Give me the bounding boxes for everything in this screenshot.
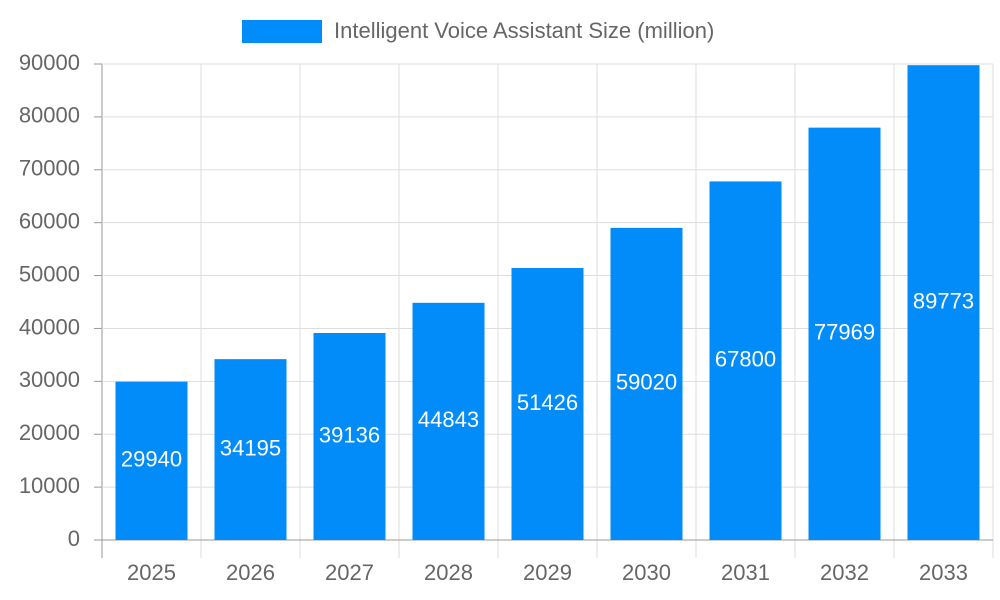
bar: [709, 181, 782, 540]
data-label: 29940: [121, 447, 182, 472]
legend-label: Intelligent Voice Assistant Size (millio…: [334, 18, 714, 43]
data-label: 67800: [715, 347, 776, 372]
data-label: 44843: [418, 407, 479, 432]
data-label: 51426: [517, 390, 578, 415]
data-label: 34195: [220, 435, 281, 460]
data-label: 89773: [913, 288, 974, 313]
x-tick-label: 2027: [325, 560, 374, 585]
data-label: 59020: [616, 370, 677, 395]
bar: [115, 381, 188, 540]
x-tick-label: 2025: [127, 560, 176, 585]
bar: [610, 227, 683, 540]
x-tick-label: 2026: [226, 560, 275, 585]
x-tick-label: 2033: [919, 560, 968, 585]
x-tick-label: 2028: [424, 560, 473, 585]
bar: [313, 333, 386, 540]
bar: [907, 65, 980, 541]
y-tick-label: 30000: [19, 367, 80, 392]
y-tick-label: 20000: [19, 420, 80, 445]
x-tick-label: 2030: [622, 560, 671, 585]
bar: [412, 302, 485, 540]
y-tick-label: 90000: [19, 50, 80, 75]
x-tick-label: 2029: [523, 560, 572, 585]
x-tick-label: 2031: [721, 560, 770, 585]
bar: [511, 268, 584, 540]
y-tick-label: 60000: [19, 208, 80, 233]
y-tick-label: 0: [68, 526, 80, 551]
bar: [214, 359, 287, 540]
y-tick-label: 80000: [19, 103, 80, 128]
x-tick-label: 2032: [820, 560, 869, 585]
data-label: 39136: [319, 422, 380, 447]
y-tick-label: 70000: [19, 156, 80, 181]
y-tick-label: 50000: [19, 261, 80, 286]
data-label: 77969: [814, 320, 875, 345]
legend-swatch: [242, 20, 322, 43]
y-tick-label: 10000: [19, 473, 80, 498]
bar: [808, 127, 881, 541]
y-tick-label: 40000: [19, 314, 80, 339]
